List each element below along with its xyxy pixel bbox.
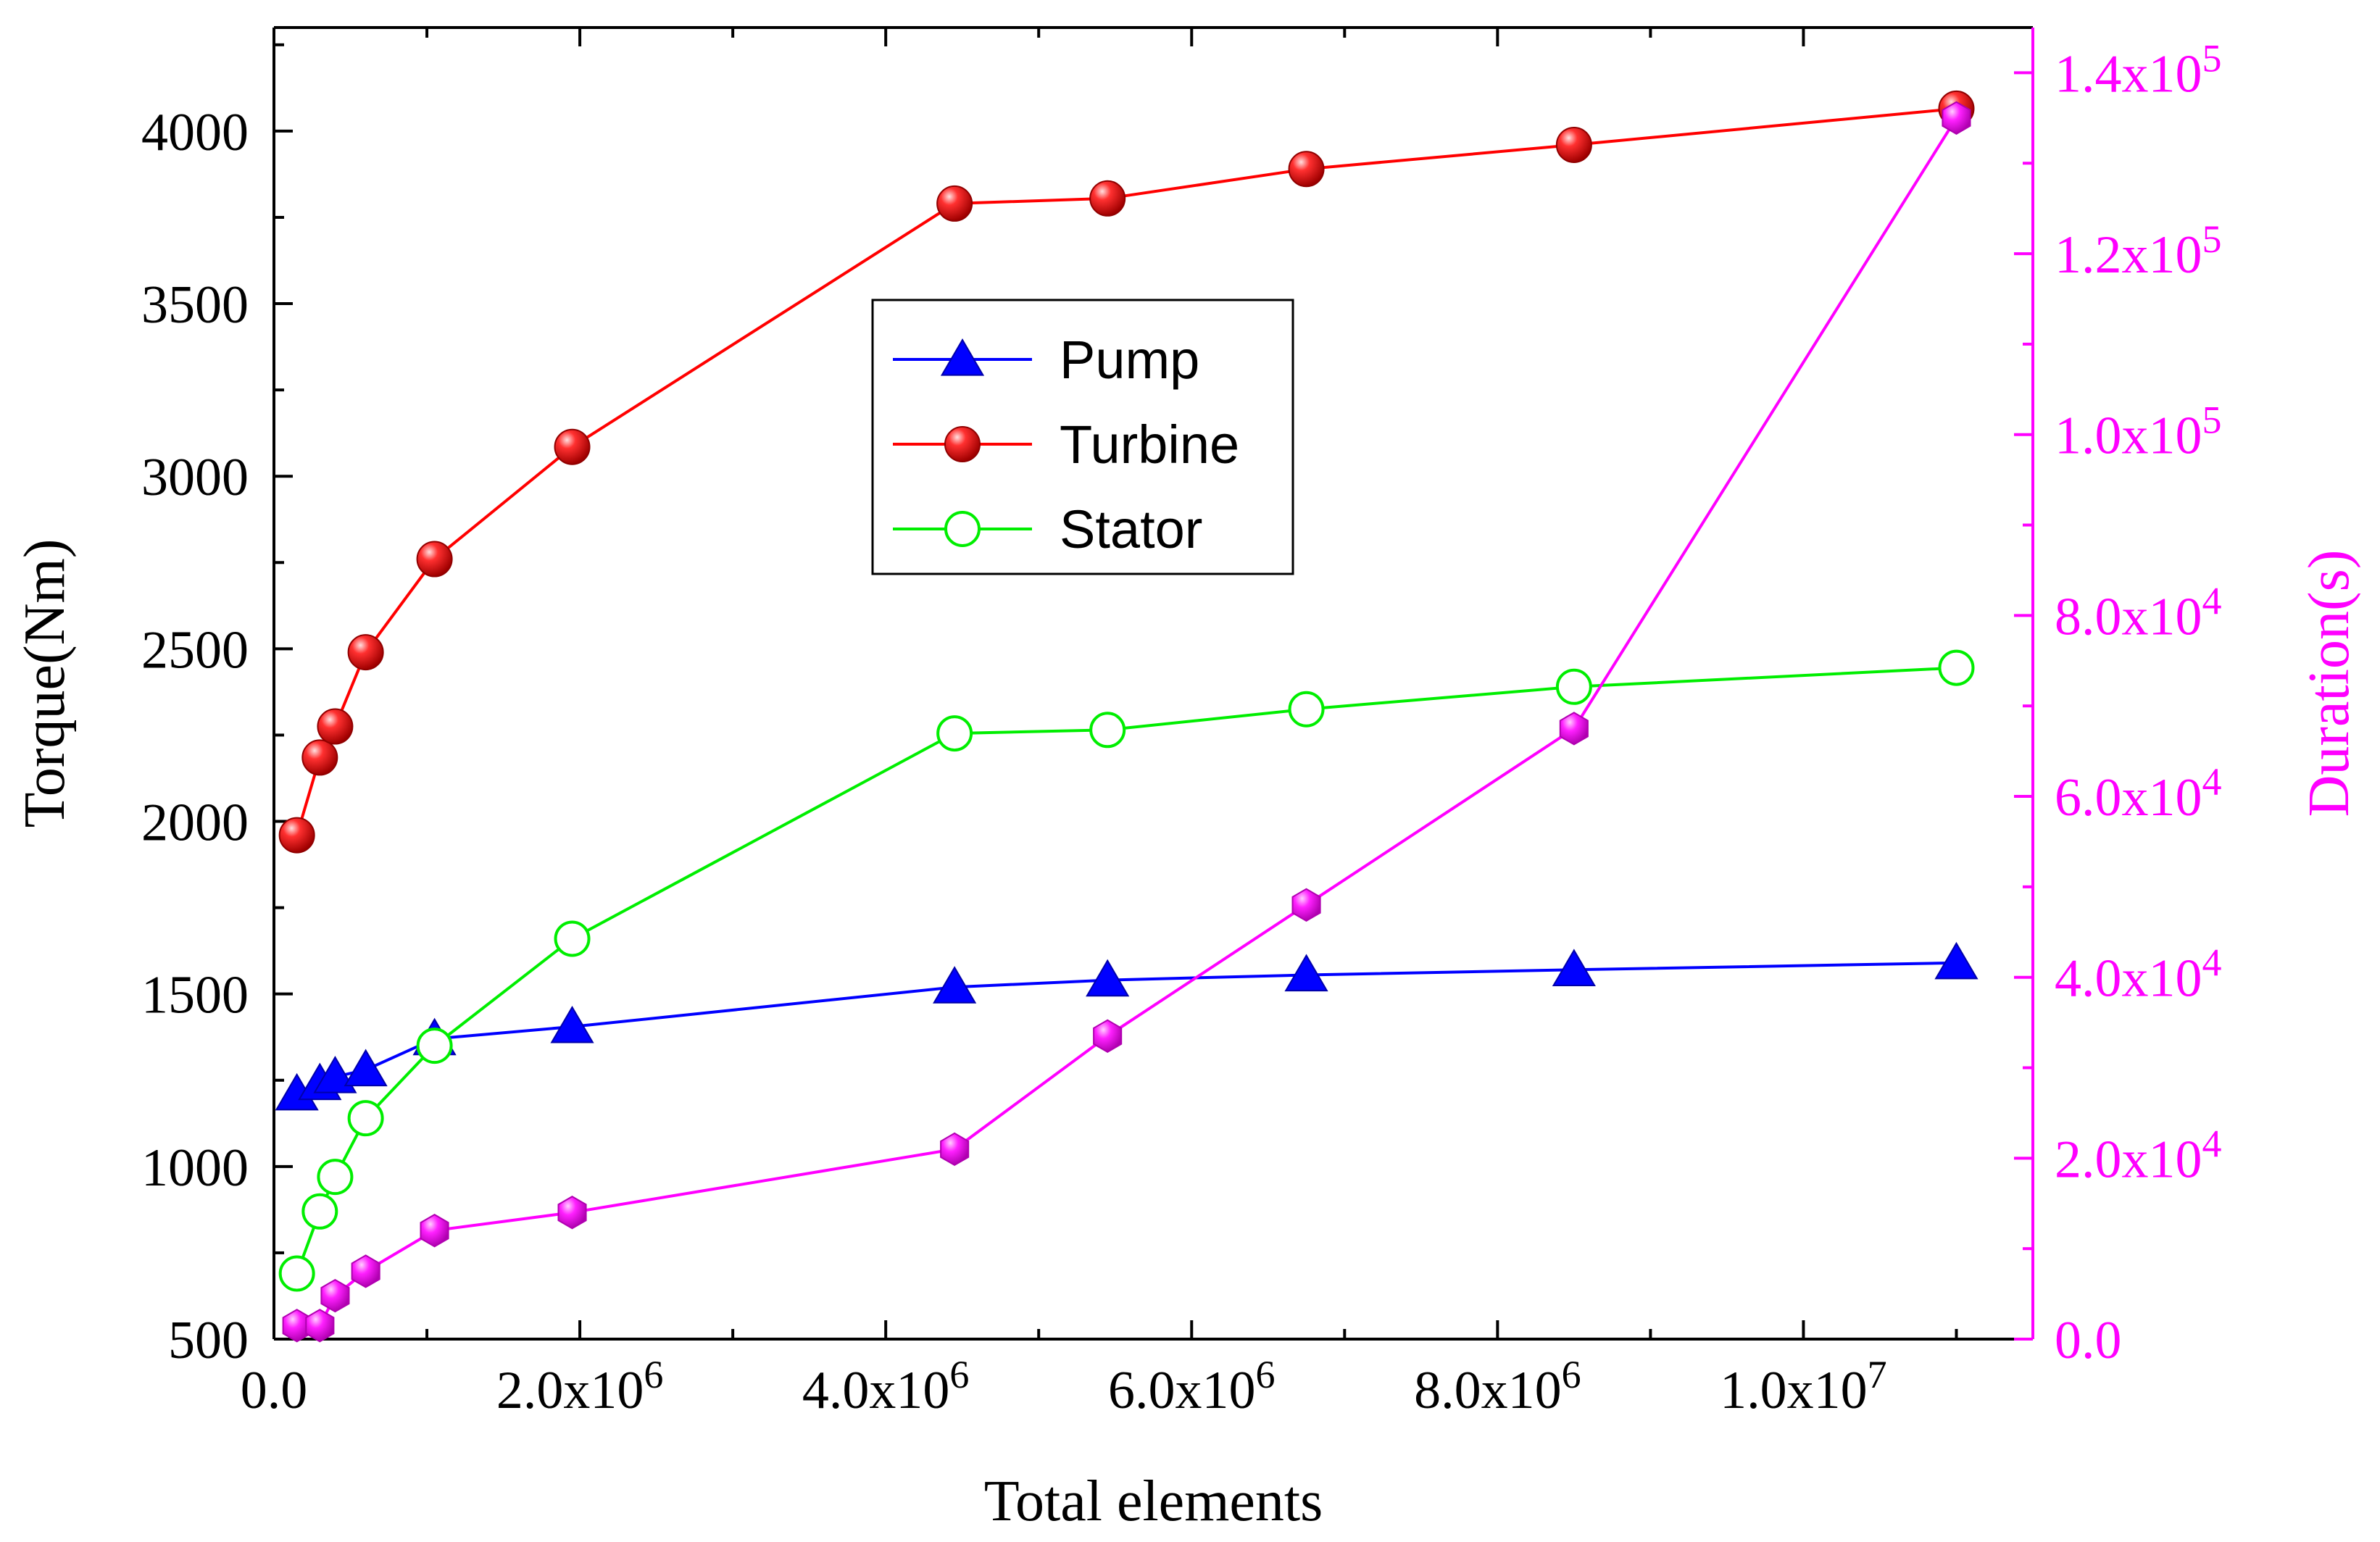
- plot-frame: [272, 26, 2034, 1341]
- legend-label: Pump: [1060, 330, 1199, 390]
- y2-tick-label: 1.4x105: [2055, 36, 2222, 104]
- stator-point: [1288, 691, 1325, 728]
- x-tick-label: 4.0x106: [802, 1353, 970, 1420]
- stator-point: [278, 1255, 315, 1292]
- series-turbine: [278, 90, 1975, 854]
- y-tick-label: 1000: [141, 1138, 249, 1198]
- x-tick-label: 0.0: [241, 1361, 308, 1420]
- y-tick-label: 3000: [141, 448, 249, 507]
- stator-point: [1555, 668, 1592, 705]
- legend-label: Stator: [1060, 499, 1202, 559]
- series-stator: [278, 649, 1975, 1292]
- stator-point: [317, 1159, 354, 1196]
- y-tick-label: 2500: [141, 620, 249, 680]
- series-line-pump: [296, 961, 1957, 1096]
- duration-point: [320, 1278, 350, 1313]
- y2-axis-title: Duration(s): [2297, 550, 2361, 817]
- turbine-point: [936, 185, 973, 222]
- y-axis-right: 0.0 2.0x104 4.0x104 6.0x104 8.0x104 1.0x105 1.…: [2014, 36, 2222, 1370]
- stator-point: [347, 1100, 384, 1137]
- y2-tick-label: 4.0x104: [2055, 941, 2222, 1009]
- pump-point: [313, 1056, 357, 1093]
- y2-tick-label: 8.0x104: [2055, 579, 2222, 646]
- turbine-point: [1089, 180, 1126, 217]
- series-layer: [275, 90, 1979, 1343]
- legend-marker: [944, 511, 981, 547]
- y-tick-label: 500: [168, 1311, 249, 1370]
- duration-point: [351, 1254, 380, 1288]
- turbine-point: [554, 428, 591, 465]
- y2-tick-label: 6.0x104: [2055, 760, 2222, 828]
- duration-point: [1093, 1019, 1123, 1053]
- duration-point: [1291, 888, 1321, 922]
- duration-point: [420, 1214, 449, 1248]
- stator-point: [301, 1193, 338, 1230]
- pump-point: [1934, 941, 1979, 980]
- pump-point: [1086, 959, 1130, 997]
- turbine-point: [1555, 126, 1592, 163]
- turbine-point: [1288, 151, 1325, 188]
- duration-point: [305, 1309, 335, 1343]
- pump-point: [550, 1005, 594, 1043]
- duration-point: [940, 1132, 970, 1167]
- y2-tick-label: 0.0: [2055, 1311, 2122, 1370]
- duration-point: [1942, 101, 1971, 135]
- pump-point: [344, 1049, 388, 1087]
- x-tick-label: 6.0x106: [1108, 1353, 1276, 1420]
- legend-marker: [940, 338, 985, 376]
- y-tick-label: 3500: [141, 275, 249, 335]
- x-tick-label: 8.0x106: [1414, 1353, 1581, 1420]
- pump-point: [1552, 949, 1596, 986]
- duration-point: [1559, 712, 1589, 746]
- x-axis-title: Total elements: [984, 1470, 1323, 1533]
- legend-label: Turbine: [1060, 414, 1239, 475]
- legend: Pump Turbine Stator: [871, 299, 1294, 575]
- x-axis: 0.0 2.0x106 4.0x106 6.0x106 8.0x106 1.0x107: [241, 28, 1958, 1420]
- stator-point: [416, 1028, 453, 1064]
- series-line-stator: [295, 666, 1957, 1275]
- y-tick-label: 2000: [141, 793, 249, 853]
- pump-point: [1284, 954, 1328, 992]
- stator-point: [1938, 649, 1975, 686]
- duration-point: [557, 1196, 587, 1230]
- series-duration: [282, 101, 1971, 1343]
- y-tick-label: 4000: [141, 103, 249, 162]
- y2-tick-label: 1.2x105: [2055, 217, 2222, 285]
- stator-point: [1089, 712, 1126, 749]
- series-pump: [275, 941, 1979, 1111]
- stator-point: [936, 715, 973, 752]
- y2-tick-label: 1.0x105: [2055, 399, 2222, 466]
- legend-marker: [944, 426, 981, 462]
- stator-point: [554, 920, 591, 957]
- turbine-point: [317, 708, 354, 745]
- y-tick-label: 1500: [141, 966, 249, 1025]
- turbine-point: [301, 739, 338, 776]
- pump-point: [933, 966, 977, 1004]
- y2-tick-label: 2.0x104: [2055, 1122, 2222, 1189]
- x-tick-label: 1.0x107: [1720, 1353, 1887, 1420]
- y-axis-left: 500 1000 1500 2000 2500 3000 3500 4000: [141, 43, 293, 1370]
- y-axis-title: Torque(Nm): [13, 539, 77, 828]
- turbine-point: [278, 817, 315, 854]
- x-tick-label: 2.0x106: [496, 1353, 664, 1420]
- turbine-point: [416, 541, 453, 578]
- turbine-point: [347, 634, 384, 671]
